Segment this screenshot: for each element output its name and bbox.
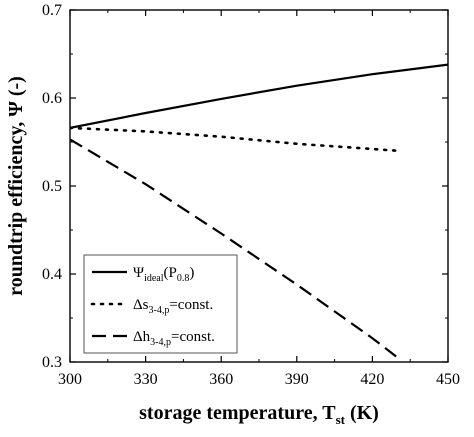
y-axis-ticks: 0.3 0.4 0.5 0.6 0.7 xyxy=(42,2,448,371)
y-tick-label: 0.5 xyxy=(42,178,62,195)
y-tick-label: 0.6 xyxy=(42,90,62,107)
series-line-2 xyxy=(70,126,399,153)
x-axis-ticks: 300 330 360 390 420 450 xyxy=(58,10,460,388)
y-tick-label: 0.4 xyxy=(42,266,62,283)
y-axis-label: roundtrip efficiency, Ψ (-) xyxy=(5,76,27,296)
x-tick-label: 300 xyxy=(58,371,82,388)
legend-label-3: Δh3-4,p=const. xyxy=(133,329,215,348)
x-tick-label: 450 xyxy=(436,371,460,388)
x-axis-label: storage temperature, Tst (K) xyxy=(139,402,379,427)
legend: Ψideal(P0.8) Δs3-4,p=const. Δh3-4,p=const. xyxy=(83,254,238,354)
x-tick-label: 330 xyxy=(134,371,158,388)
series-layer xyxy=(70,63,448,359)
x-tick-label: 390 xyxy=(285,371,309,388)
x-tick-label: 420 xyxy=(360,371,384,388)
x-tick-label: 360 xyxy=(209,371,233,388)
series-line-1 xyxy=(70,63,448,129)
series-line-3 xyxy=(70,138,399,359)
legend-label-2: Δs3-4,p=const. xyxy=(133,297,213,316)
legend-label-1: Ψideal(P0.8) xyxy=(133,265,194,284)
y-tick-label: 0.7 xyxy=(42,2,62,19)
y-tick-label: 0.3 xyxy=(42,354,62,371)
plot-frame xyxy=(69,9,449,363)
